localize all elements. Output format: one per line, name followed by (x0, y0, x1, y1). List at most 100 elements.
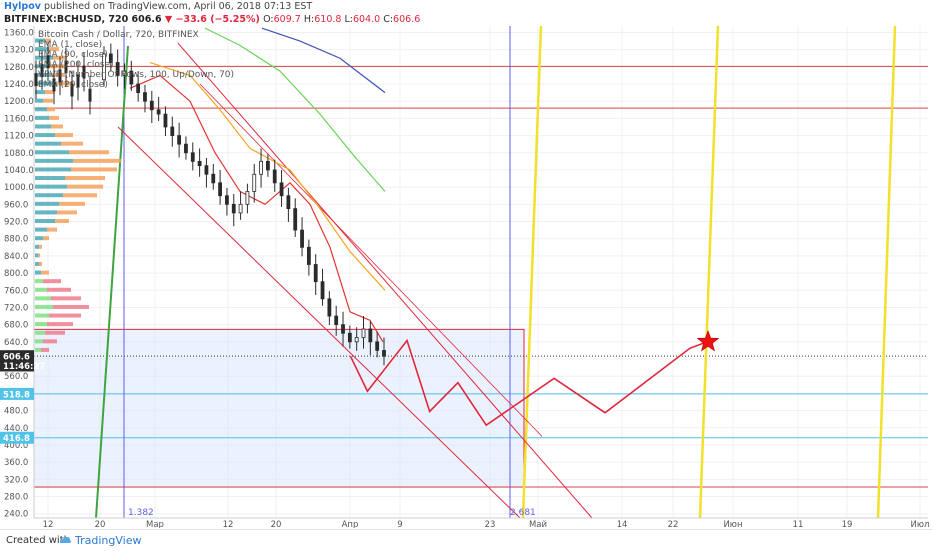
price-change: ▼ −33.6 (−5.25%) (164, 14, 260, 25)
candle-body (306, 246, 311, 265)
candle-body (163, 113, 168, 128)
candle-body (313, 264, 318, 283)
candle-body (334, 315, 339, 326)
forecast-line (349, 338, 708, 427)
legend-line: EMA (90, close) (38, 50, 108, 60)
vpvr-down-bar (47, 287, 71, 292)
candle-body (58, 69, 62, 83)
channel-upper (177, 42, 593, 519)
horizontal-levels (34, 65, 928, 488)
price-tick-label: 360.0 (4, 458, 28, 468)
candle-body (300, 229, 304, 248)
trend-channel (117, 42, 593, 519)
vpvr-down-bar (73, 158, 121, 163)
candle-body (82, 65, 86, 79)
author-link[interactable]: Hylpov (4, 1, 41, 12)
vpvr-up-bar (35, 184, 67, 189)
target-star-icon (696, 329, 720, 352)
price-tick-label: 960.0 (4, 200, 28, 210)
vpvr-down-bar (55, 133, 73, 138)
vpvr-down-bar (41, 347, 49, 352)
fib-yellow-line (521, 26, 543, 519)
price-tick-label: 440.0 (4, 424, 28, 434)
symbol-name[interactable]: BITFINEX:BCHUSD, 720 (4, 14, 129, 25)
published-text: published on TradingView.com, April 06, … (40, 1, 313, 12)
price-label-bg (0, 350, 34, 363)
candle-body (149, 100, 154, 111)
price-label-bg (0, 387, 34, 400)
fib-time-label: 2.681 (510, 508, 536, 518)
vpvr-down-bar (39, 261, 42, 266)
vpvr-down-bar (49, 47, 59, 52)
target-zone-rect (33, 328, 525, 488)
volume-profile (35, 38, 121, 352)
candle-body (170, 126, 175, 136)
legend-line: EMA (20, close) (38, 80, 108, 90)
vpvr-down-bar (39, 244, 42, 249)
vpvr-up-bar (35, 244, 39, 249)
price-axis[interactable]: 240.0280.0320.0360.0400.0440.0480.0520.0… (0, 26, 45, 520)
vpvr-up-bar (35, 253, 38, 258)
low-value: 604.0 (352, 14, 381, 25)
price-tick-label: 1000.0 (4, 183, 34, 193)
vpvr-up-bar (35, 279, 43, 284)
vpvr-up-bar (35, 236, 43, 241)
vpvr-up-bar (35, 90, 45, 95)
candle-body (347, 332, 352, 343)
vpvr-down-bar (43, 98, 53, 103)
vpvr-down-bar (45, 330, 65, 335)
vpvr-down-bar (67, 184, 103, 189)
time-tick-label: 19 (842, 520, 853, 528)
vpvr-up-bar (35, 133, 55, 138)
candle-body (136, 83, 141, 94)
time-axis-bg (34, 518, 928, 528)
time-tick-label: 20 (95, 520, 106, 528)
time-tick-label: Май (529, 520, 547, 528)
ema-20-line (149, 61, 386, 291)
vpvr-up-bar (35, 81, 57, 86)
candle-body (177, 135, 182, 145)
candle-body (122, 70, 127, 76)
vpvr-up-bar (35, 227, 47, 232)
time-axis[interactable]: 12 20 Мар 12 20 Апр 9 23 Май 14 22 Июн 11 19 Июл (34, 517, 930, 528)
candle-body (354, 337, 359, 343)
vpvr-down-bar (63, 193, 97, 198)
ema-90-line (204, 27, 386, 192)
price-tick-label: 1280.0 (4, 63, 34, 73)
candlesticks (34, 42, 386, 366)
price-tick-label: 1080.0 (4, 149, 34, 159)
vpvr-down-bar (47, 227, 57, 232)
price-chart[interactable]: 1.382 2.681 240.0 280.0 320.0 360.0 400.0 440.… (0, 26, 932, 528)
tradingview-cloud-icon (59, 536, 71, 543)
vpvr-up-bar (35, 167, 71, 172)
fib-time-label: 1.382 (128, 508, 154, 518)
price-tick-label: 1360.0 (4, 28, 34, 38)
candle-body (225, 195, 229, 205)
vpvr-up-bar (35, 347, 41, 352)
candle-body (88, 88, 92, 102)
vpvr-down-bar (43, 339, 57, 344)
candle-body (327, 298, 332, 317)
ohlc-values: O:609.7 H:610.8 L:604.0 C:606.6 (263, 14, 421, 25)
vpvr-up-bar (35, 124, 51, 129)
candle-body (245, 191, 250, 205)
candle-body (218, 182, 222, 197)
candle-body (156, 109, 161, 115)
price-tick-label: 1200.0 (4, 97, 34, 107)
vpvr-down-bar (51, 296, 81, 301)
candle-body (204, 165, 209, 175)
vpvr-down-bar (69, 150, 109, 155)
high-value: 610.8 (314, 14, 342, 25)
time-tick-label: Июл (911, 520, 930, 528)
vpvr-down-bar (47, 322, 73, 327)
vpvr-down-bar (53, 304, 89, 309)
vpvr-up-bar (35, 313, 49, 318)
candle-body (70, 83, 74, 97)
price-label: 416.8 (3, 434, 30, 444)
vpvr-down-bar (47, 107, 55, 112)
tradingview-link[interactable]: TradingView (75, 534, 142, 547)
candle-body (108, 53, 113, 63)
vpvr-up-bar (35, 219, 55, 224)
time-tick-label: 12 (43, 520, 54, 528)
vpvr-down-bar (47, 64, 67, 69)
